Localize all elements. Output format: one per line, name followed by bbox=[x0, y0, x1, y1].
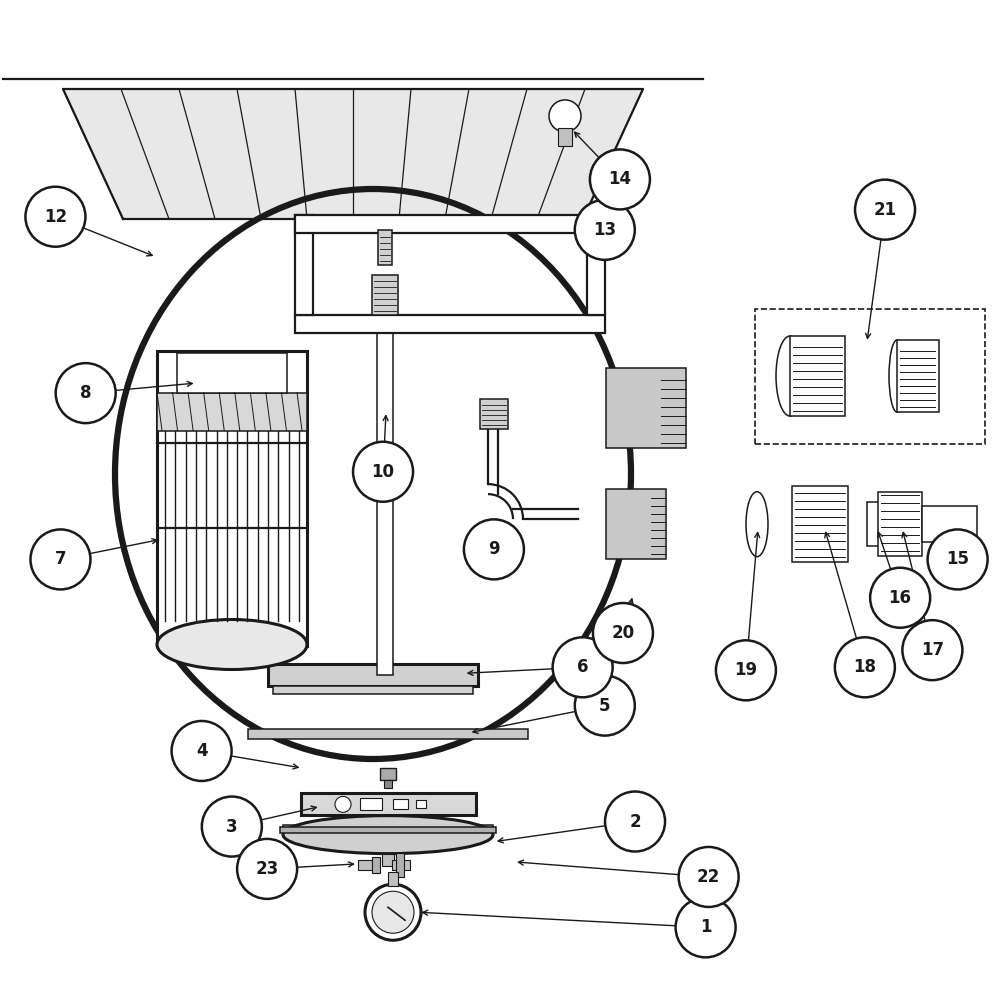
Bar bbox=[273, 686, 473, 695]
Bar bbox=[384, 780, 392, 788]
Bar bbox=[897, 340, 939, 412]
Bar bbox=[867, 502, 883, 546]
Circle shape bbox=[927, 529, 988, 590]
Circle shape bbox=[716, 640, 776, 701]
Bar bbox=[280, 827, 496, 833]
Bar bbox=[300, 793, 476, 815]
Bar bbox=[922, 506, 977, 542]
Bar bbox=[878, 492, 922, 556]
Bar bbox=[587, 215, 605, 314]
Bar bbox=[382, 854, 394, 866]
Circle shape bbox=[335, 796, 351, 812]
Text: 13: 13 bbox=[594, 221, 616, 239]
Circle shape bbox=[372, 891, 414, 933]
Circle shape bbox=[870, 568, 930, 628]
Circle shape bbox=[575, 200, 635, 260]
Circle shape bbox=[552, 637, 613, 698]
Text: 4: 4 bbox=[196, 742, 208, 760]
Polygon shape bbox=[62, 89, 643, 219]
Text: 6: 6 bbox=[577, 658, 589, 676]
Bar bbox=[372, 274, 398, 314]
Bar bbox=[358, 860, 376, 870]
Bar bbox=[790, 336, 845, 416]
Circle shape bbox=[549, 100, 581, 132]
Bar bbox=[378, 230, 392, 265]
Text: 17: 17 bbox=[921, 641, 943, 659]
Text: 18: 18 bbox=[854, 658, 876, 676]
Text: 15: 15 bbox=[947, 550, 969, 569]
Circle shape bbox=[902, 620, 963, 680]
Text: 7: 7 bbox=[54, 550, 67, 569]
Text: 20: 20 bbox=[612, 624, 634, 642]
Bar bbox=[606, 368, 686, 449]
Bar bbox=[480, 399, 508, 429]
Bar bbox=[416, 800, 426, 808]
Bar bbox=[157, 392, 307, 430]
Bar bbox=[396, 853, 404, 877]
Circle shape bbox=[593, 603, 653, 663]
Text: 23: 23 bbox=[255, 860, 279, 878]
Circle shape bbox=[365, 884, 421, 940]
Bar bbox=[295, 215, 605, 233]
Bar bbox=[360, 798, 382, 810]
Bar bbox=[388, 872, 398, 886]
Text: 22: 22 bbox=[697, 868, 721, 886]
Bar bbox=[392, 860, 410, 870]
Circle shape bbox=[605, 791, 665, 852]
Bar bbox=[393, 799, 408, 809]
Text: 19: 19 bbox=[735, 661, 757, 679]
Bar bbox=[283, 825, 493, 833]
Circle shape bbox=[464, 519, 524, 580]
Bar bbox=[157, 351, 307, 645]
Text: 3: 3 bbox=[226, 817, 238, 836]
Bar bbox=[177, 353, 287, 392]
Text: 14: 14 bbox=[609, 170, 631, 188]
Bar bbox=[558, 128, 572, 146]
Ellipse shape bbox=[746, 492, 768, 556]
Text: 5: 5 bbox=[599, 697, 611, 715]
Ellipse shape bbox=[157, 620, 307, 669]
Text: 1: 1 bbox=[700, 918, 712, 936]
Text: 10: 10 bbox=[372, 463, 394, 481]
Text: 2: 2 bbox=[629, 812, 641, 831]
Bar bbox=[295, 215, 313, 314]
Circle shape bbox=[25, 186, 86, 247]
Bar bbox=[755, 308, 985, 444]
Bar bbox=[792, 486, 848, 562]
Circle shape bbox=[237, 839, 297, 899]
Circle shape bbox=[171, 721, 232, 781]
Ellipse shape bbox=[889, 340, 905, 412]
Text: 12: 12 bbox=[44, 208, 67, 226]
Bar bbox=[606, 489, 666, 559]
Bar bbox=[380, 768, 396, 780]
Circle shape bbox=[678, 847, 739, 907]
Bar bbox=[248, 729, 528, 739]
Circle shape bbox=[855, 179, 915, 240]
Bar bbox=[377, 282, 393, 675]
Circle shape bbox=[30, 529, 91, 590]
Bar bbox=[295, 314, 605, 333]
Bar bbox=[372, 857, 380, 873]
Text: 21: 21 bbox=[874, 201, 896, 219]
Circle shape bbox=[55, 363, 116, 423]
Bar bbox=[268, 664, 478, 686]
Circle shape bbox=[202, 796, 262, 857]
Circle shape bbox=[835, 637, 895, 698]
Ellipse shape bbox=[283, 815, 493, 854]
Text: 9: 9 bbox=[488, 540, 500, 558]
Text: 16: 16 bbox=[889, 589, 911, 607]
Circle shape bbox=[353, 442, 413, 502]
Circle shape bbox=[575, 675, 635, 736]
Ellipse shape bbox=[776, 336, 804, 416]
Circle shape bbox=[675, 897, 736, 958]
Circle shape bbox=[590, 149, 650, 210]
Text: 8: 8 bbox=[80, 384, 92, 402]
